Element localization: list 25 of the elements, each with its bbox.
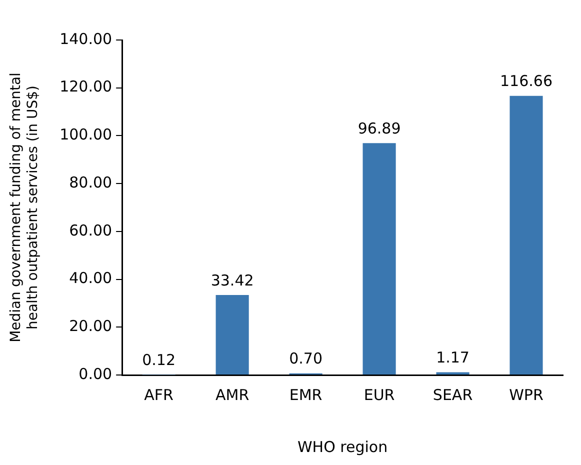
y-tick-label: 60.00 xyxy=(69,221,112,240)
x-tick-label: AMR xyxy=(215,386,250,404)
bar xyxy=(362,143,396,374)
x-axis-title: WHO region xyxy=(297,438,388,456)
x-tick-label: EMR xyxy=(289,386,322,404)
y-tick-label: 120.00 xyxy=(60,78,112,96)
y-tick-label: 80.00 xyxy=(69,173,112,192)
x-tick-label: EUR xyxy=(364,386,395,404)
bar xyxy=(510,96,543,374)
y-tick-label: 20.00 xyxy=(69,317,112,336)
x-tick-label: SEAR xyxy=(432,386,473,404)
y-tick-label: 100.00 xyxy=(60,126,112,144)
data-label: 0.12 xyxy=(142,351,176,370)
bar xyxy=(216,295,249,374)
data-label: 1.17 xyxy=(436,348,470,367)
data-label: 0.70 xyxy=(289,350,323,368)
y-tick-label: 140.00 xyxy=(60,30,112,48)
data-label: 33.42 xyxy=(210,271,254,290)
data-label: 96.89 xyxy=(358,120,401,138)
x-tick-label: WPR xyxy=(509,386,544,404)
y-axis-title: Median government funding of mental health outpatient services (in US$) xyxy=(8,72,41,342)
y-tick-label: 0.00 xyxy=(78,364,112,383)
x-tick-label: AFR xyxy=(144,386,174,404)
y-tick-label: 40.00 xyxy=(69,269,112,288)
data-label: 116.66 xyxy=(500,72,553,90)
